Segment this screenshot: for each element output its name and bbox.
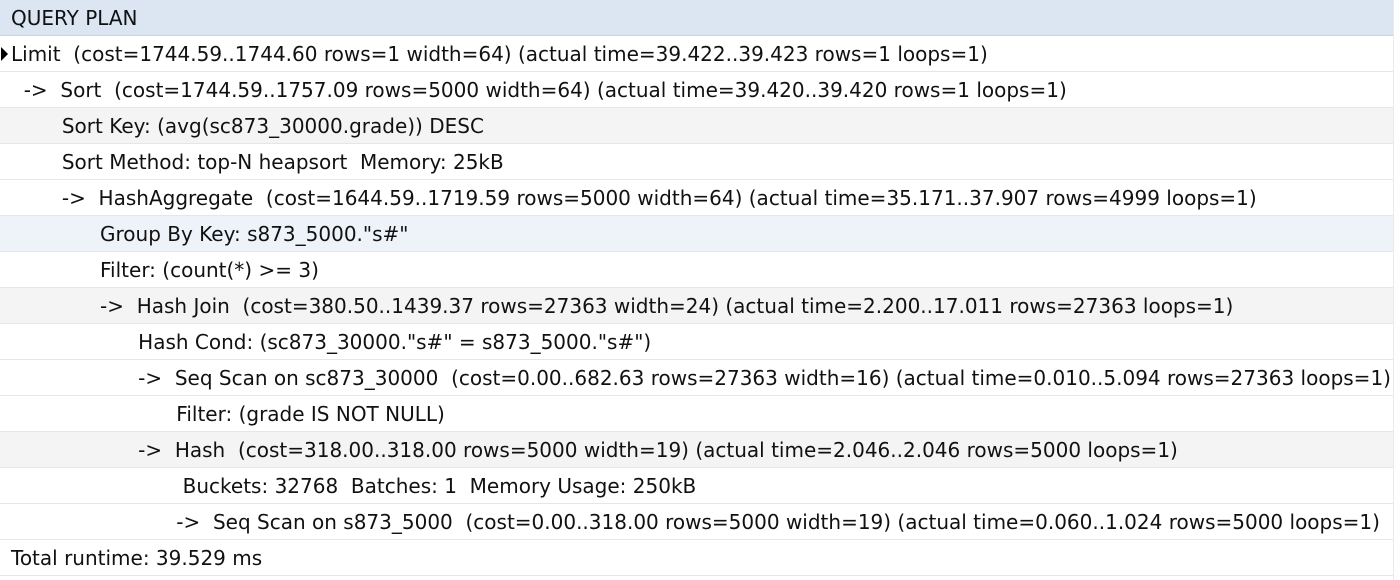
query-plan-row-text: Sort Method: top-N heapsort Memory: 25kB: [11, 149, 504, 175]
query-plan-row-10[interactable]: -> Seq Scan on sc873_30000 (cost=0.00..6…: [0, 360, 1400, 396]
query-plan-row-5[interactable]: -> HashAggregate (cost=1644.59..1719.59 …: [0, 180, 1400, 216]
query-plan-row-text: Filter: (grade IS NOT NULL): [11, 401, 445, 427]
grid-right-edge: [1393, 0, 1400, 580]
query-plan-header-label: QUERY PLAN: [11, 6, 138, 30]
query-plan-column-header[interactable]: QUERY PLAN: [0, 0, 1400, 36]
query-plan-row-14[interactable]: -> Seq Scan on s873_5000 (cost=0.00..318…: [0, 504, 1400, 540]
query-plan-row-3[interactable]: Sort Key: (avg(sc873_30000.grade)) DESC: [0, 108, 1400, 144]
query-plan-row-text: -> Sort (cost=1744.59..1757.09 rows=5000…: [11, 77, 1067, 103]
query-plan-row-text: -> Hash Join (cost=380.50..1439.37 rows=…: [11, 293, 1233, 319]
query-plan-row-2[interactable]: -> Sort (cost=1744.59..1757.09 rows=5000…: [0, 72, 1400, 108]
query-plan-row-text: -> Seq Scan on s873_5000 (cost=0.00..318…: [11, 509, 1380, 535]
query-plan-row-8[interactable]: -> Hash Join (cost=380.50..1439.37 rows=…: [0, 288, 1400, 324]
query-plan-row-text: Limit (cost=1744.59..1744.60 rows=1 widt…: [11, 41, 988, 67]
query-plan-row-6[interactable]: Group By Key: s873_5000."s#": [0, 216, 1400, 252]
query-plan-row-7[interactable]: Filter: (count(*) >= 3): [0, 252, 1400, 288]
query-plan-row-11[interactable]: Filter: (grade IS NOT NULL): [0, 396, 1400, 432]
query-plan-row-text: Hash Cond: (sc873_30000."s#" = s873_5000…: [11, 329, 651, 355]
query-plan-row-text: -> HashAggregate (cost=1644.59..1719.59 …: [11, 185, 1257, 211]
query-plan-row-text: Filter: (count(*) >= 3): [11, 257, 319, 283]
query-plan-row-12[interactable]: -> Hash (cost=318.00..318.00 rows=5000 w…: [0, 432, 1400, 468]
current-row-indicator-icon: [1, 47, 8, 61]
query-plan-row-15[interactable]: Total runtime: 39.529 ms: [0, 540, 1400, 576]
query-plan-row-text: Group By Key: s873_5000."s#": [11, 221, 409, 247]
query-plan-row-text: Total runtime: 39.529 ms: [11, 545, 262, 571]
query-plan-row-text: Sort Key: (avg(sc873_30000.grade)) DESC: [11, 113, 484, 139]
query-plan-row-text: Buckets: 32768 Batches: 1 Memory Usage: …: [11, 473, 696, 499]
query-plan-row-1[interactable]: Limit (cost=1744.59..1744.60 rows=1 widt…: [0, 36, 1400, 72]
query-plan-row-text: -> Hash (cost=318.00..318.00 rows=5000 w…: [11, 437, 1178, 463]
query-plan-row-text: -> Seq Scan on sc873_30000 (cost=0.00..6…: [11, 365, 1391, 391]
query-plan-row-9[interactable]: Hash Cond: (sc873_30000."s#" = s873_5000…: [0, 324, 1400, 360]
query-plan-row-4[interactable]: Sort Method: top-N heapsort Memory: 25kB: [0, 144, 1400, 180]
query-plan-rows: Limit (cost=1744.59..1744.60 rows=1 widt…: [0, 36, 1400, 576]
query-plan-row-13[interactable]: Buckets: 32768 Batches: 1 Memory Usage: …: [0, 468, 1400, 504]
